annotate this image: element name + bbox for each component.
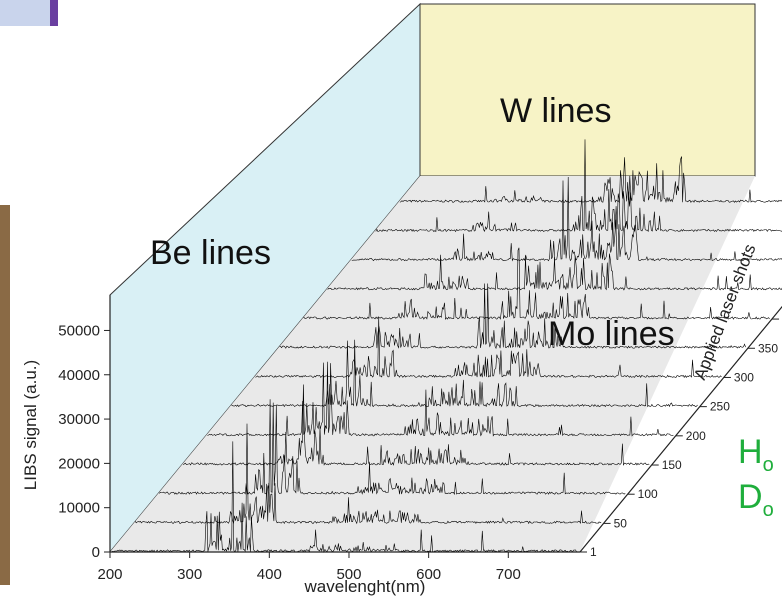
annotation-w-lines: W lines (500, 92, 611, 130)
y-tick-label: 30000 (58, 411, 100, 428)
spectrum-trace-shot-550 (375, 139, 782, 233)
spectrum-trace-shot-250 (231, 339, 698, 408)
back-wall (419, 3, 756, 177)
z-tick-label: 150 (662, 458, 682, 472)
z-tick-label: 1 (590, 545, 597, 559)
spectrum-trace-shot-150 (183, 384, 650, 466)
x-axis: 200 300 400 500 600 700 (97, 551, 580, 583)
z-axis: 150100150200250300350400450500550600 (579, 305, 782, 559)
photo-strip-top-left (0, 0, 58, 26)
spectrum-trace-shot-500 (351, 176, 782, 262)
x-tick-label: 200 (97, 566, 122, 583)
floor (110, 176, 755, 552)
spectrum-trace-shot-300 (255, 316, 722, 379)
x-tick-label: 300 (177, 566, 202, 583)
z-tick-label: 300 (734, 370, 754, 384)
annotation-be-lines: Be lines (150, 234, 271, 272)
spectrum-trace-shot-600 (399, 156, 782, 204)
x-tick-label: 700 (496, 566, 521, 583)
x-tick-label: 400 (257, 566, 282, 583)
z-axis-line (579, 305, 782, 553)
z-tick-label: 200 (686, 429, 706, 443)
spectrum-trace-shot-350 (279, 283, 746, 350)
z-tick-label: 350 (758, 341, 778, 355)
y-tick-label: 20000 (58, 455, 100, 472)
spectrum-trace-shot-200 (207, 361, 674, 437)
spectra-group (111, 139, 782, 554)
y-tick-label: 10000 (58, 500, 100, 517)
spectrum-trace-shot-50 (134, 423, 602, 525)
y-axis: 0 10000 20000 30000 40000 50000 (58, 295, 111, 561)
side-text-line-2: Do (738, 478, 774, 521)
x-tick-label: 500 (336, 566, 361, 583)
side-text-line-1: Ho (738, 433, 774, 476)
y-axis-title: LIBS signal (a.u.) (21, 360, 40, 490)
annotation-mo-lines: Mo lines (548, 315, 675, 353)
spectrum-trace-shot-400 (303, 247, 770, 320)
spectrum-trace-shot-450 (327, 253, 782, 291)
x-axis-title: wavelenght(nm) (304, 577, 426, 596)
y-tick-label: 0 (92, 544, 100, 561)
y-tick-label: 40000 (58, 367, 100, 384)
photo-strip-top-left-accent (50, 0, 58, 26)
x-tick-label: 600 (416, 566, 441, 583)
photo-strip-left (0, 205, 10, 585)
spectrum-trace-shot-100 (158, 399, 626, 496)
z-tick-label: 100 (638, 487, 658, 501)
y-tick-label: 50000 (58, 322, 100, 339)
z-tick-label: 250 (710, 400, 730, 414)
z-tick-label: 50 (614, 516, 628, 530)
